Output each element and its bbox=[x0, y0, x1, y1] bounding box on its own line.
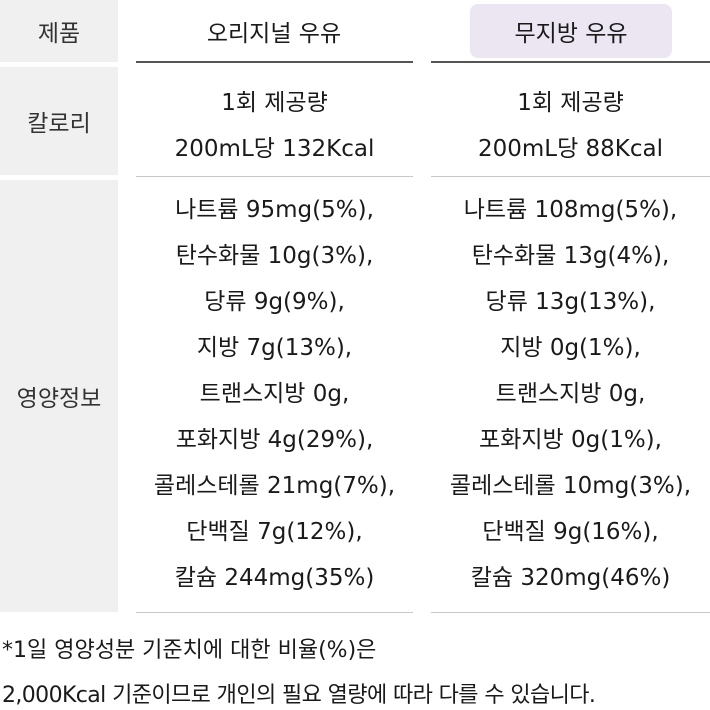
label-calorie: 칼로리 bbox=[0, 67, 118, 175]
footnote-line-1: *1일 영양성분 기준치에 대한 비율(%)은 bbox=[2, 638, 377, 663]
footnote-line-2: 2,000Kcal 기준이므로 개인의 필요 열량에 따라 다를 수 있습니다. bbox=[2, 683, 596, 708]
header-rule-left bbox=[136, 61, 413, 63]
nutrition-item: 나트륨 95mg(5%), bbox=[175, 197, 374, 223]
header-skim-milk: 무지방 우유 bbox=[470, 4, 672, 58]
nutrition-item: 포화지방 0g(1%), bbox=[479, 427, 662, 453]
label-nutrition-text: 영양정보 bbox=[16, 386, 102, 412]
nutrition-skim: 나트륨 108mg(5%), 탄수화물 13g(4%), 당류 13g(13%)… bbox=[431, 187, 710, 601]
label-product-text: 제품 bbox=[37, 21, 81, 47]
nutrition-item: 포화지방 4g(29%), bbox=[175, 427, 374, 453]
calorie-skim: 1회 제공량 200mL당 88Kcal bbox=[431, 80, 710, 172]
calorie-original-line-2: 200mL당 132Kcal bbox=[174, 136, 375, 162]
calorie-rule-right bbox=[431, 176, 710, 177]
nutrition-item: 단백질 7g(12%), bbox=[186, 519, 363, 545]
header-rule-right bbox=[431, 61, 710, 63]
label-product: 제품 bbox=[0, 0, 118, 62]
calorie-original-line-1: 1회 제공량 bbox=[221, 90, 328, 116]
nutrition-item: 지방 7g(13%), bbox=[196, 335, 353, 361]
calorie-skim-line-1: 1회 제공량 bbox=[517, 90, 624, 116]
header-original-milk: 오리지널 우유 bbox=[136, 4, 412, 58]
calorie-skim-line-2: 200mL당 88Kcal bbox=[477, 136, 664, 162]
nutrition-item: 지방 0g(1%), bbox=[500, 335, 641, 361]
nutrition-item: 콜레스테롤 10mg(3%), bbox=[449, 473, 692, 499]
bottom-rule-right bbox=[431, 612, 710, 613]
calorie-rule-left bbox=[136, 176, 413, 177]
nutrition-item: 당류 9g(9%), bbox=[204, 289, 345, 315]
nutrition-item: 나트륨 108mg(5%), bbox=[463, 197, 678, 223]
nutrition-item: 당류 13g(13%), bbox=[485, 289, 656, 315]
nutrition-item: 트랜스지방 0g, bbox=[199, 381, 350, 407]
label-calorie-text: 칼로리 bbox=[27, 111, 91, 137]
label-nutrition: 영양정보 bbox=[0, 180, 118, 612]
nutrition-item: 탄수화물 10g(3%), bbox=[175, 243, 374, 269]
nutrition-original: 나트륨 95mg(5%), 탄수화물 10g(3%), 당류 9g(9%), 지… bbox=[136, 187, 413, 601]
bottom-rule-left bbox=[136, 612, 413, 613]
nutrition-item: 칼슘 244mg(35%) bbox=[174, 565, 375, 591]
nutrition-item: 단백질 9g(16%), bbox=[482, 519, 659, 545]
nutrition-item: 탄수화물 13g(4%), bbox=[471, 243, 670, 269]
nutrition-item: 콜레스테롤 21mg(7%), bbox=[153, 473, 396, 499]
header-original-milk-text: 오리지널 우유 bbox=[206, 21, 342, 47]
calorie-original: 1회 제공량 200mL당 132Kcal bbox=[136, 80, 413, 172]
header-skim-milk-text: 무지방 우유 bbox=[514, 21, 628, 47]
nutrition-item: 트랜스지방 0g, bbox=[495, 381, 646, 407]
nutrition-item: 칼슘 320mg(46%) bbox=[470, 565, 671, 591]
